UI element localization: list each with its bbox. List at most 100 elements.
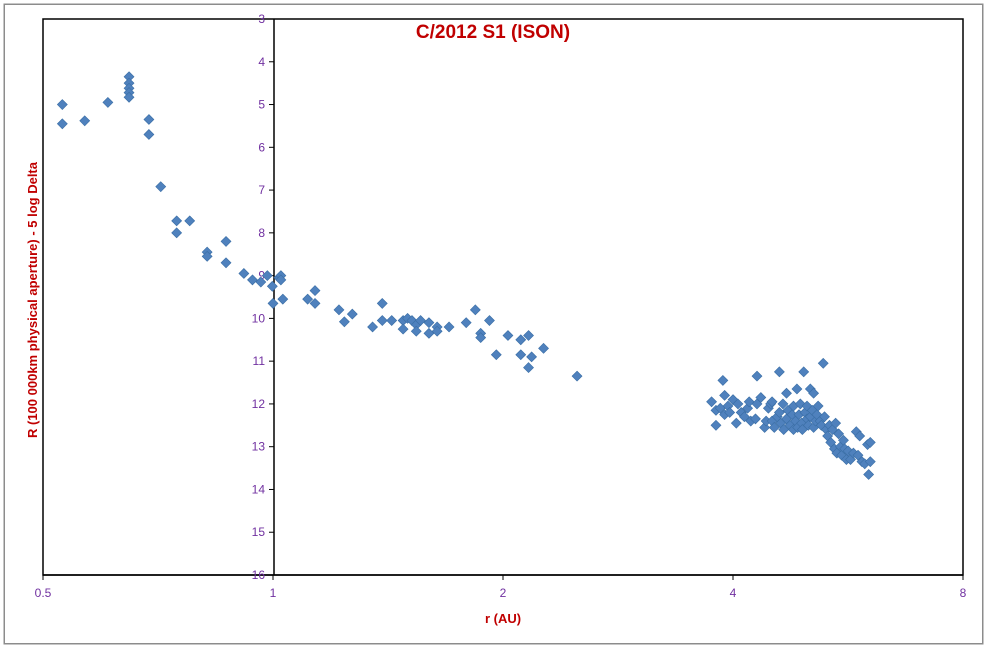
data-point [423,317,435,329]
data-point [830,417,842,429]
y-tick-label: 14 [252,482,266,496]
data-point [171,227,183,239]
data-point [724,407,736,418]
data-point [717,374,729,386]
data-point [484,315,495,326]
data-point [819,411,830,423]
data-point [743,396,755,408]
data-point [302,293,314,305]
data-point [123,91,135,103]
data-point [773,366,785,378]
y-tick-label: 4 [258,55,265,69]
data-point [750,413,761,425]
y-tick-label: 13 [252,440,266,454]
data-point [261,270,273,282]
data-point [526,351,538,363]
data-point [759,422,771,433]
data-point [571,370,583,382]
data-point [102,96,114,108]
data-point [802,419,814,431]
data-point [738,411,750,423]
y-tick-label: 15 [252,525,266,539]
data-point [238,268,250,279]
data-point [460,317,472,329]
data-point [184,215,196,227]
data-point [397,323,409,335]
data-point [808,387,820,399]
data-point [201,250,213,262]
data-point [773,407,785,418]
x-axis-label: r (AU) [485,611,521,626]
data-point [410,325,422,337]
data-point [220,235,232,247]
data-points [56,71,876,480]
data-point [367,321,379,333]
data-point [502,330,514,341]
plot-border [42,18,964,576]
data-point [515,334,527,346]
data-point [710,419,722,431]
x-tick-label: 4 [730,586,737,600]
data-point [386,315,398,326]
data-point [415,315,426,326]
data-point [277,293,289,305]
data-point [255,276,267,288]
data-point [538,342,549,354]
data-point [732,398,744,410]
data-point [171,215,183,227]
data-point [863,469,875,480]
data-point [79,115,91,127]
x-tick-label: 8 [960,586,967,600]
data-point [266,280,278,292]
data-point [309,285,321,297]
data-point [864,456,876,468]
y-tick-label: 9 [258,269,265,283]
data-point [777,398,789,410]
data-point [719,389,731,401]
y-axis-label: R (100 000km physical aperture) - 5 log … [25,161,40,438]
data-point [431,325,443,337]
data-point [155,181,167,193]
data-point [766,396,778,408]
x-tick-label: 1 [270,586,277,600]
y-tick-label: 7 [258,183,265,197]
chart-frame [4,4,983,644]
data-point [755,392,767,403]
data-point [798,366,810,378]
data-point [791,383,803,395]
data-point [864,436,876,448]
data-point [423,327,435,339]
data-point [817,357,829,369]
data-point [706,396,718,408]
y-tick-label: 6 [258,140,265,154]
data-point [523,362,534,373]
data-point [143,114,155,125]
y-tick-label: 16 [252,568,266,582]
y-tick-label: 5 [258,98,265,112]
data-point [781,387,792,399]
data-point [267,297,279,309]
y-tick-label: 3 [258,12,265,26]
data-point [515,349,527,361]
data-point [56,99,68,110]
data-point [475,332,487,344]
data-point [220,257,232,269]
data-point [247,274,258,286]
data-point [833,428,845,440]
data-point [730,417,742,429]
data-point [490,349,502,361]
data-point [333,304,345,316]
data-point [376,297,388,309]
data-point [742,402,754,414]
data-point [854,430,866,442]
data-point [778,424,790,436]
data-point [794,398,806,410]
y-tick-label: 12 [252,397,266,411]
data-point [56,118,68,130]
data-point [801,400,813,412]
data-point [469,304,481,316]
data-point [751,370,763,382]
data-point [309,297,321,309]
